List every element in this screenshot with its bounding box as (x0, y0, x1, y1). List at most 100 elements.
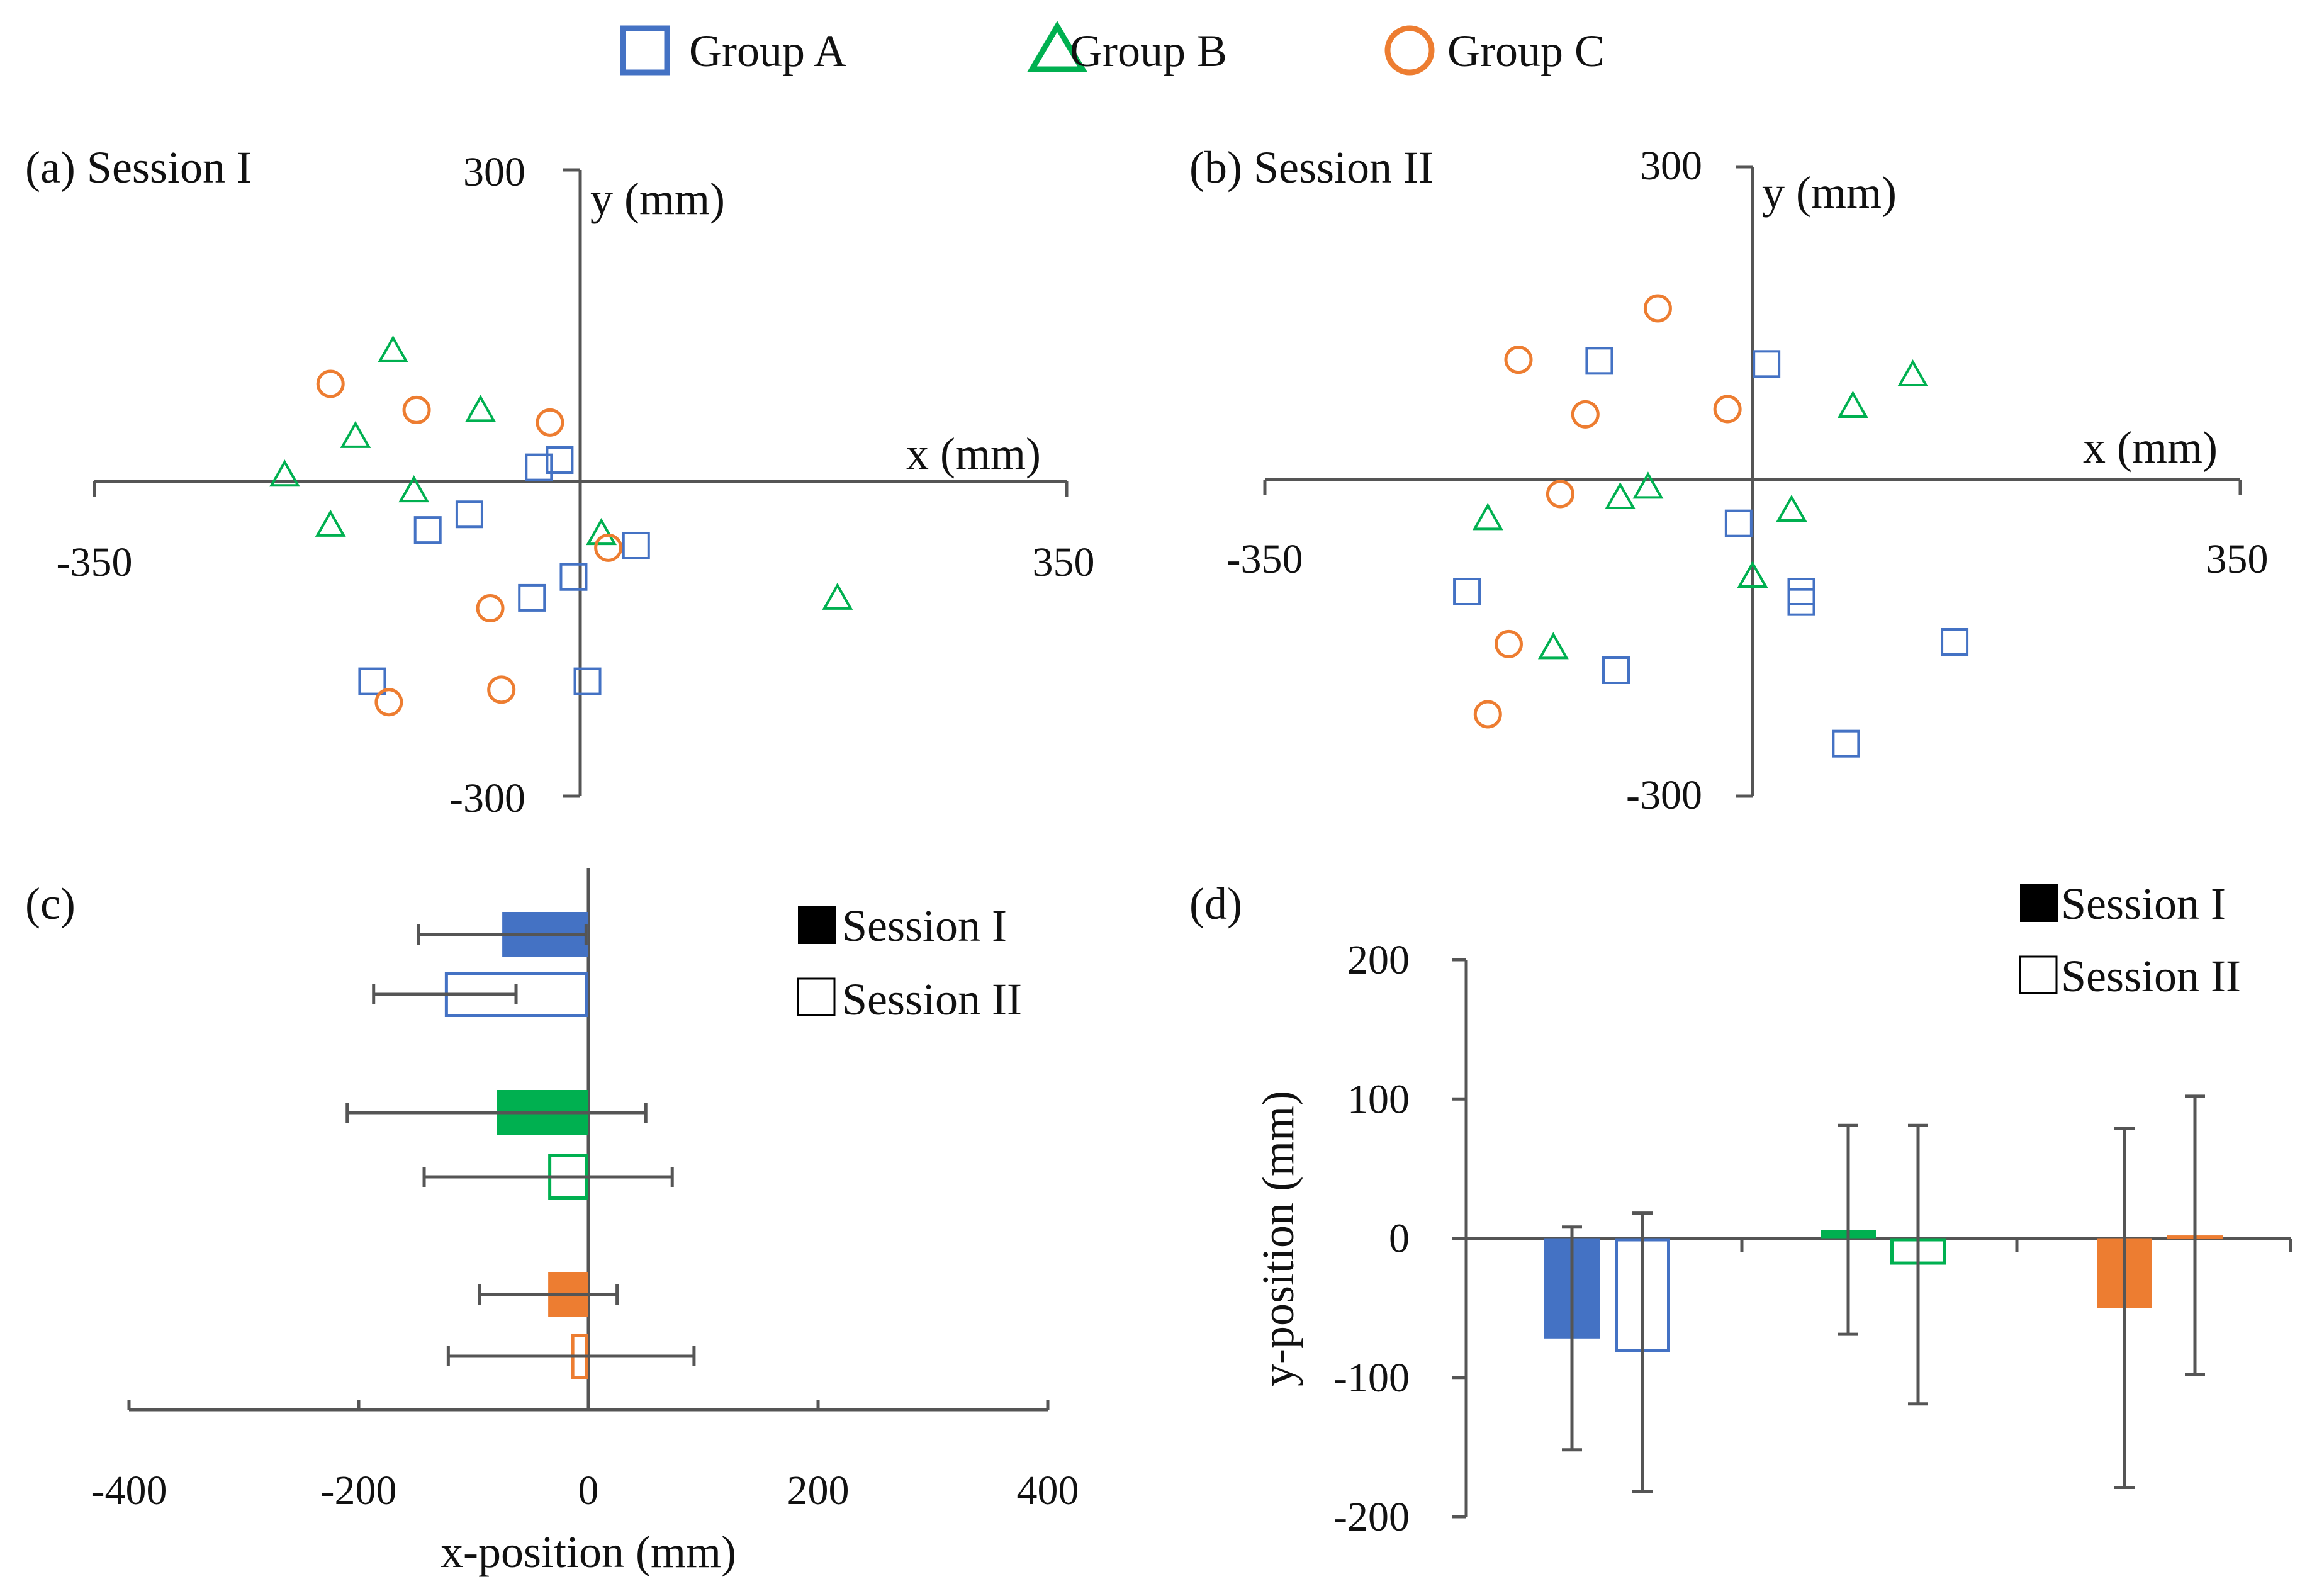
panel-d-y-axis-title: y-position (mm) (1253, 1091, 1303, 1386)
panel-b-point-group-a-1 (1585, 347, 1613, 375)
panel-a-point-group-b-2 (465, 395, 497, 422)
legend-marker-group-c (1384, 25, 1435, 76)
panel-a-point-group-a-7 (358, 667, 386, 695)
panel-c-legend-session-2-swatch (797, 977, 836, 1016)
panel-b-point-group-b-8 (1537, 632, 1569, 660)
panel-b-point-group-c-5 (1546, 480, 1574, 509)
panel-d-legend-session-2-label: Session II (2061, 951, 2241, 1001)
panel-b-point-group-a-6 (1787, 588, 1815, 616)
panel-b-ymin-label: -300 (1626, 772, 1702, 818)
panel-d-legend-session-1-swatch (2020, 884, 2058, 922)
panel-d-tick-label-0: 0 (1389, 1216, 1410, 1262)
group-legend: Group A Group B Group C (620, 21, 1605, 76)
panel-b-point-group-c-7 (1473, 700, 1502, 729)
panel-b-point-group-b-6 (1776, 494, 1807, 522)
panel-b-point-group-b-7 (1737, 560, 1768, 588)
panel-a-points (269, 335, 853, 717)
legend-label-group-c: Group C (1447, 26, 1605, 76)
panel-a-xmin-label: -350 (57, 539, 133, 585)
panel-d-tick-label--200: -200 (1333, 1494, 1410, 1540)
panel-d-legend-session-2-swatch (2019, 955, 2058, 994)
panel-d-tick-label-100: 100 (1347, 1076, 1410, 1122)
panel-b-point-group-c-6 (1495, 629, 1523, 658)
panel-a-y-axis-title: y (mm) (590, 174, 725, 224)
panel-c-tick-label--200: -200 (321, 1468, 397, 1514)
panel-b-x-axis-title: x (mm) (2083, 422, 2218, 473)
panel-c-x-position-bars: (c) -400 -200 0 200 400 x-position (mm) Sess… (25, 868, 1079, 1577)
legend-marker-group-b (1027, 21, 1087, 72)
legend-label-group-a: Group A (689, 26, 846, 76)
panel-a-point-group-c-6 (487, 675, 516, 704)
panel-c-label: (c) (25, 879, 76, 929)
panel-a-point-group-c-1 (316, 369, 345, 398)
panel-a-point-group-a-3 (455, 500, 483, 529)
panel-b-xmax-label: 350 (2206, 536, 2269, 582)
panel-c-bars (345, 912, 696, 1379)
panel-b-point-group-c-3 (1571, 400, 1600, 429)
panel-b-point-group-a-8 (1602, 656, 1630, 684)
panel-b-point-group-b-4 (1605, 481, 1636, 509)
panel-a-point-group-b-5 (398, 475, 430, 503)
panel-d-ticks: -200 -100 0 100 200 (1333, 937, 2292, 1540)
panel-b-point-group-b-3 (1632, 471, 1664, 499)
panel-b-point-group-a-5 (1787, 578, 1815, 605)
panel-a-point-group-c-4 (594, 533, 623, 562)
panel-a-point-group-b-8 (822, 582, 853, 610)
panel-c-ticks: -400 -200 0 200 400 (91, 1400, 1079, 1514)
panel-b-ymax-label: 300 (1640, 143, 1702, 189)
panel-b-point-group-b-1 (1837, 390, 1868, 418)
panel-b-points (1453, 294, 1969, 758)
panel-a-point-group-c-5 (476, 594, 505, 622)
panel-a-point-group-c-7 (374, 688, 403, 717)
panel-a-point-group-c-2 (402, 395, 431, 424)
panel-c-tick-label--400: -400 (91, 1468, 167, 1514)
panel-a-point-group-b-1 (378, 335, 408, 362)
panel-b-point-group-a-2 (1753, 350, 1781, 378)
panel-b-xmin-label: -350 (1227, 536, 1303, 582)
panel-a-ymax-label: 300 (463, 149, 525, 195)
panel-b-label: (b) Session II (1189, 142, 1434, 193)
panel-d-legend-session-1-label: Session I (2061, 879, 2226, 929)
panel-c-tick-label-0: 0 (578, 1468, 599, 1514)
panel-a-point-group-b-6 (315, 509, 346, 537)
panel-c-legend-session-1-label: Session I (842, 901, 1007, 951)
panel-b-point-group-b-2 (1897, 359, 1929, 386)
panel-a-point-group-a-4 (413, 516, 442, 544)
panel-a-session-1-scatter: (a) Session I 300 -300 -350 350 x (mm) y… (25, 142, 1095, 821)
panel-b-point-group-b-5 (1472, 503, 1503, 531)
panel-d-bars (1544, 1094, 2223, 1493)
panel-b-point-group-c-1 (1643, 294, 1672, 323)
panel-b-point-group-a-3 (1724, 509, 1753, 537)
panel-d-tick-label-200: 200 (1347, 937, 1410, 983)
panel-c-x-axis-title: x-position (mm) (441, 1527, 736, 1577)
panel-a-x-axis-title: x (mm) (906, 429, 1041, 479)
panel-b-point-group-a-7 (1941, 628, 1969, 656)
panel-a-point-group-a-5 (518, 583, 546, 612)
panel-a-point-group-a-6 (559, 563, 588, 591)
legend-label-group-b: Group B (1070, 26, 1227, 76)
legend-marker-group-a (620, 25, 670, 76)
panel-c-legend-session-2-label: Session II (842, 974, 1022, 1025)
panel-d-y-position-bars: (d) -200 -100 0 100 200 y-position (mm) Sess… (1189, 879, 2292, 1540)
panel-a-point-group-b-3 (340, 420, 371, 448)
panel-a-ymin-label: -300 (449, 775, 525, 821)
panel-a-xmax-label: 350 (1033, 539, 1095, 585)
panel-a-point-group-b-7 (586, 518, 617, 546)
panel-b-session-2-scatter: (b) Session II 300 -300 -350 350 x (mm) … (1189, 142, 2269, 818)
panel-b-point-group-a-9 (1832, 729, 1860, 758)
panel-c-tick-label-200: 200 (787, 1468, 850, 1514)
panel-d-tick-label--100: -100 (1333, 1355, 1410, 1401)
panel-a-point-group-a-2 (525, 453, 553, 481)
panel-a-point-group-a-8 (622, 532, 650, 559)
panel-a-point-group-c-3 (536, 408, 564, 437)
panel-b-y-axis-title: y (mm) (1762, 167, 1897, 218)
panel-d-label: (d) (1189, 879, 1242, 929)
panel-b-point-group-c-2 (1504, 346, 1533, 374)
panel-b-point-group-c-4 (1713, 395, 1742, 424)
panel-b-point-group-a-4 (1453, 578, 1481, 605)
panel-c-tick-label-400: 400 (1017, 1468, 1079, 1514)
panel-a-point-group-a-9 (573, 667, 602, 695)
panel-a-point-group-a-1 (546, 446, 574, 475)
panel-a-label: (a) Session I (25, 142, 252, 193)
